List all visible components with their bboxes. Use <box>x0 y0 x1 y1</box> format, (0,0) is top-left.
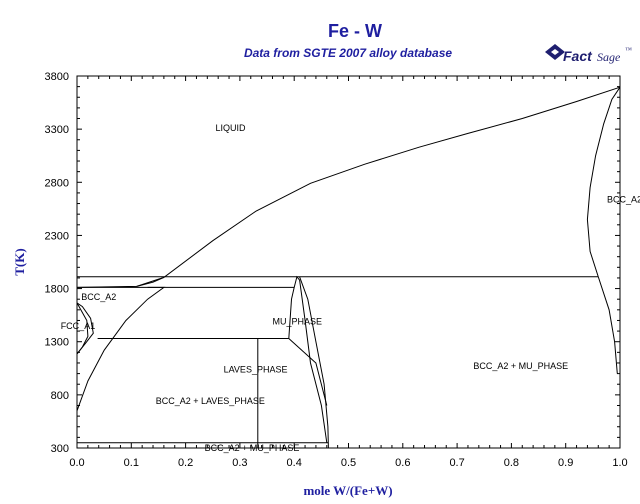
phase-boundary-solidus-w-side <box>586 86 621 278</box>
phase-region-label: BCC_A2 + MU_PHASE <box>205 443 300 453</box>
phase-region-label: BCC_A2 + MU_PHASE <box>473 361 568 371</box>
y-tick-label: 3800 <box>45 71 69 83</box>
y-tick-label: 1800 <box>45 284 69 296</box>
axis-ticks <box>76 75 621 449</box>
x-tick-label: 1.0 <box>612 457 627 469</box>
x-tick-label: 0.0 <box>69 457 84 469</box>
factsage-logo-text-bold: Fact <box>563 48 593 64</box>
y-tick-label: 2300 <box>45 230 69 242</box>
phase-boundaries <box>76 86 621 449</box>
y-tick-label: 300 <box>51 443 69 455</box>
factsage-logo-text-rest: Sage <box>597 50 621 64</box>
x-tick-label: 0.7 <box>449 457 464 469</box>
x-tick-label: 0.3 <box>232 457 247 469</box>
phase-region-label: FCC_A1 <box>61 321 96 331</box>
plot-frame <box>76 75 621 449</box>
phase-boundary-mu-left <box>288 275 328 443</box>
phase-boundary-mu-right <box>299 276 329 449</box>
phase-region-labels: LIQUID BCC_A2 BCC_A2 FCC_A1 MU_PHASE LAVES_PH… <box>61 123 640 453</box>
x-tick-label: 0.9 <box>558 457 573 469</box>
y-tick-labels: 300 800 1300 1800 2300 2800 3300 3800 <box>45 71 69 455</box>
factsage-logo: Fact Sage ™ <box>545 44 632 64</box>
phase-boundary-mu-lower <box>288 338 328 406</box>
phase-region-label: MU_PHASE <box>273 317 323 327</box>
y-tick-label: 3300 <box>45 124 69 136</box>
phase-boundary-bcc-fe-solvus <box>76 286 166 411</box>
y-tick-label: 800 <box>51 390 69 402</box>
x-tick-label: 0.4 <box>287 457 302 469</box>
chart-subtitle: Data from SGTE 2007 alloy database <box>244 46 452 60</box>
phase-region-label: BCC_A2 <box>81 292 116 302</box>
phase-region-label: LAVES_PHASE <box>224 364 288 374</box>
y-tick-label: 1300 <box>45 337 69 349</box>
chart-title: Fe - W <box>328 21 382 41</box>
phase-boundary-liquidus <box>76 86 621 288</box>
phase-region-label: BCC_A2 <box>607 194 640 204</box>
y-tick-label: 2800 <box>45 177 69 189</box>
x-tick-label: 0.8 <box>504 457 519 469</box>
phase-boundary-bcc-w-solvus <box>597 276 618 374</box>
phase-boundary-fcc-loop-inner <box>76 302 94 355</box>
phase-boundary-solidus-fe-side <box>136 276 165 287</box>
x-tick-label: 0.1 <box>124 457 139 469</box>
x-axis-title: mole W/(Fe+W) <box>303 483 392 498</box>
x-tick-label: 0.2 <box>178 457 193 469</box>
x-tick-labels: 0.0 0.1 0.2 0.3 0.4 0.5 0.6 0.7 0.8 0.9 1.0 <box>69 457 627 469</box>
y-axis-title: T(K) <box>12 248 27 275</box>
x-tick-label: 0.5 <box>341 457 356 469</box>
phase-region-label: LIQUID <box>216 123 247 133</box>
phase-region-label: BCC_A2 + LAVES_PHASE <box>156 396 265 406</box>
factsage-logo-trademark: ™ <box>625 46 632 54</box>
factsage-logo-mark-inner-icon <box>551 49 559 55</box>
x-tick-label: 0.6 <box>395 457 410 469</box>
